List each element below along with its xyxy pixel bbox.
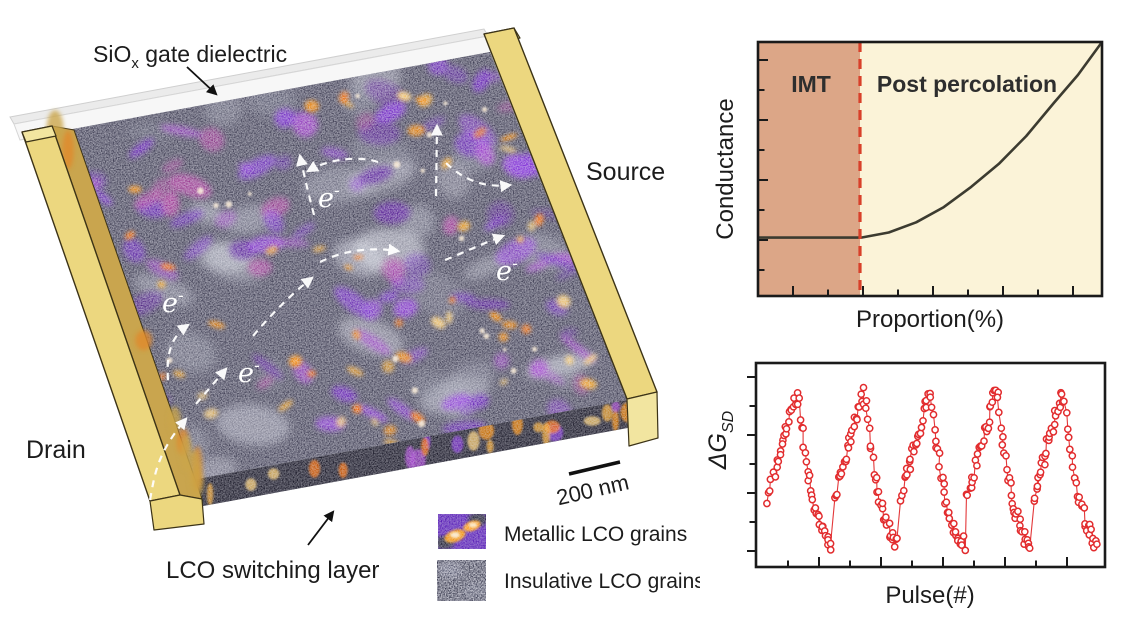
legend: Metallic LCO grains Insulative LCO grain… [437,514,700,601]
x-axis-label: Pulse(#) [885,582,974,609]
gate-label: SiOx gate dielectric [93,41,287,72]
legend-swatch-insulative [437,560,486,601]
legend-swatch-metallic [438,514,486,549]
device-3d-panel: e- e- e- e- SiOx gate dielectric Source … [9,27,700,601]
axis-ticks [759,59,1074,295]
legend-label-metallic: Metallic LCO grains [504,523,687,546]
legend-label-insulative: Insulative LCO grains [504,570,700,593]
source-label: Source [586,158,665,186]
plot-frame [756,40,1104,298]
gate-annotation-arrow [186,66,218,96]
electron-path [166,323,190,381]
y-axis-label: Conductance [712,98,739,239]
electron-label: e- [162,286,184,319]
source-electrode [483,27,659,447]
electron-label: e- [238,356,260,389]
electron-path [444,233,506,262]
pulse-chart: ΔGSD Pulse(#) [704,361,1107,609]
lco-layer-label: LCO switching layer [166,557,379,584]
lco-annotation-arrow [307,510,335,546]
scale-bar-label: 200 nm [554,469,631,510]
electron-paths [148,123,513,501]
scale-bar: 200 nm [554,460,631,510]
y-axis-label: ΔGSD [704,410,737,470]
electron-label: e- [318,181,340,214]
post-percolation-label: Post percolation [877,71,1057,97]
gate-dielectric-slab [9,28,493,141]
x-axis-label: Proportion(%) [856,306,1004,333]
region-post-percolation [860,42,1102,296]
electron-path [252,276,314,337]
pulse-data-points [763,383,1101,555]
imt-label: IMT [791,71,831,97]
lco-layer [24,52,627,484]
plot-frame [754,361,1107,569]
conductance-curve [758,41,1104,239]
percolation-chart: IMT Post percolation Conductance Proport… [712,40,1104,333]
electron-path [430,123,443,197]
region-imt [758,42,860,296]
drain-electrode [21,110,205,531]
axis-ticks [747,376,1068,566]
electron-label: e- [496,254,518,287]
electron-path [148,417,188,501]
electron-path [305,157,379,173]
electron-path [296,153,316,216]
electron-path [319,243,401,263]
drain-label: Drain [26,436,86,464]
